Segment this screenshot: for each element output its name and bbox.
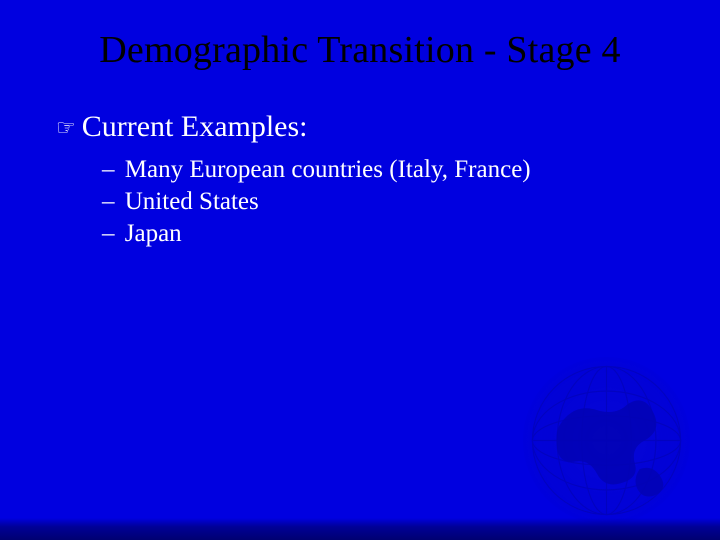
bullet-2-marker: – <box>102 156 115 183</box>
bullet-1-marker: ☞ <box>56 115 76 140</box>
bullet-2-marker: – <box>102 188 115 215</box>
slide: Demographic Transition - Stage 4 ☞Curren… <box>0 0 720 540</box>
bullet-2-marker: – <box>102 220 115 247</box>
bullet-level2-item: – United States <box>102 186 670 218</box>
bullet-level2-item: – Many European countries (Italy, France… <box>102 154 670 186</box>
bullet-2-text: Japan <box>125 220 182 247</box>
footer-gradient <box>0 518 720 540</box>
slide-title: Demographic Transition - Stage 4 <box>50 28 670 72</box>
bullet-level2-item: – Japan <box>102 218 670 250</box>
bullet-2-text: United States <box>125 188 259 215</box>
globe-icon <box>502 336 692 526</box>
bullet-level1: ☞Current Examples: <box>56 110 670 144</box>
bullet-1-text: Current Examples: <box>82 110 308 143</box>
bullet-2-text: Many European countries (Italy, France) <box>125 156 531 183</box>
